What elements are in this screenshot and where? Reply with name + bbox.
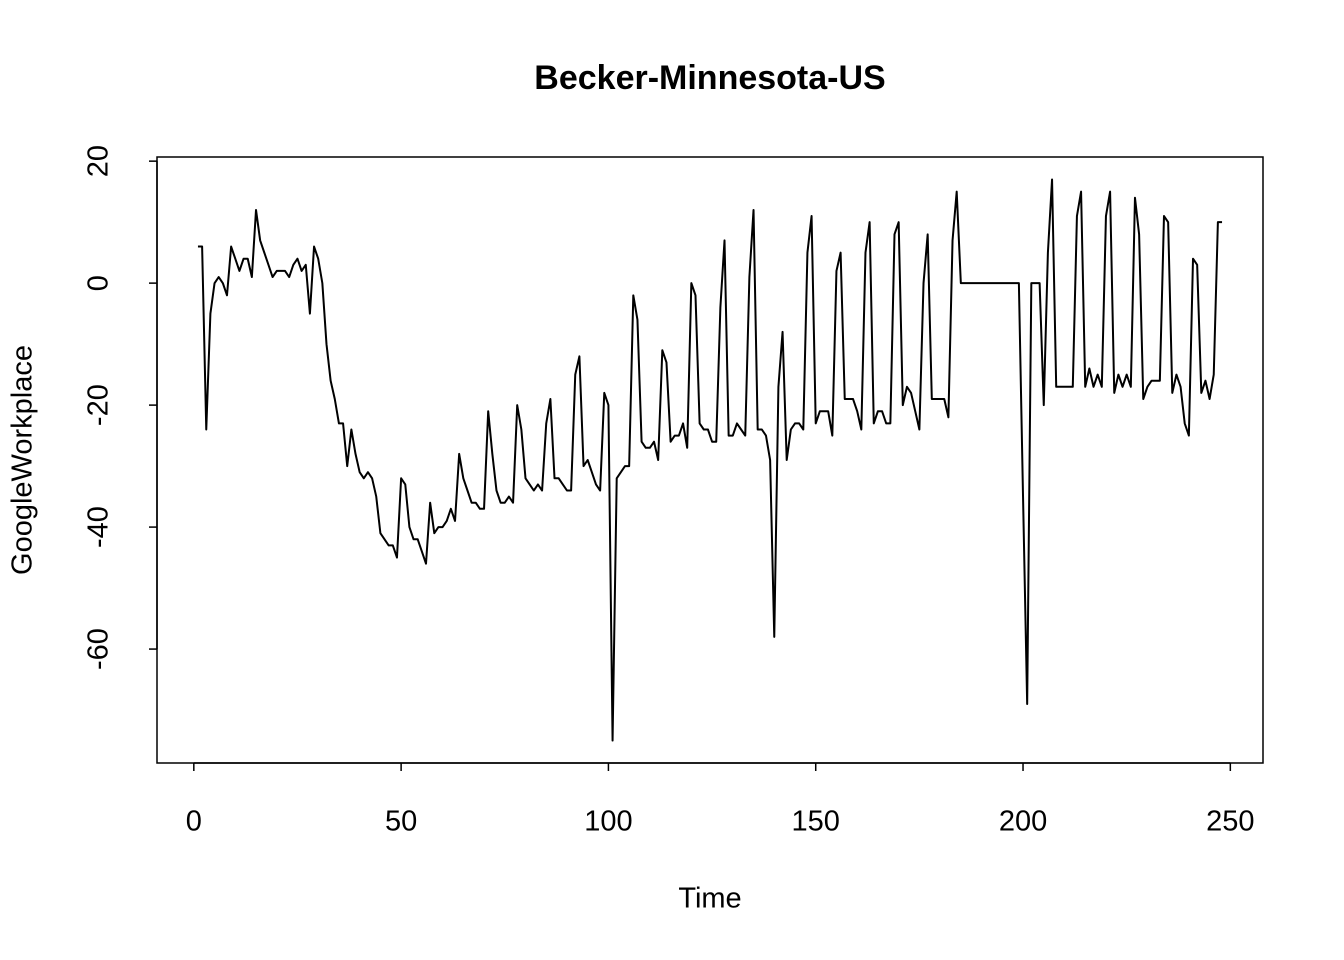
x-tick-label: 50 xyxy=(385,806,417,838)
x-tick-label: 100 xyxy=(584,806,632,838)
x-tick-label: 250 xyxy=(1206,806,1254,838)
y-tick-label: -60 xyxy=(83,628,115,670)
y-tick-label: -20 xyxy=(83,384,115,426)
x-axis-label: Time xyxy=(678,883,741,915)
x-tick-label: 200 xyxy=(999,806,1047,838)
x-tick-label: 150 xyxy=(792,806,840,838)
plot-box xyxy=(156,156,1264,764)
y-tick-label: 20 xyxy=(83,145,115,177)
line-series xyxy=(197,178,1223,742)
y-axis-label: GoogleWorkplace xyxy=(7,345,39,575)
chart-title: Becker-Minnesota-US xyxy=(534,59,885,97)
y-tick-label: 0 xyxy=(83,275,115,291)
x-tick-label: 0 xyxy=(186,806,202,838)
y-tick-label: -40 xyxy=(83,506,115,548)
